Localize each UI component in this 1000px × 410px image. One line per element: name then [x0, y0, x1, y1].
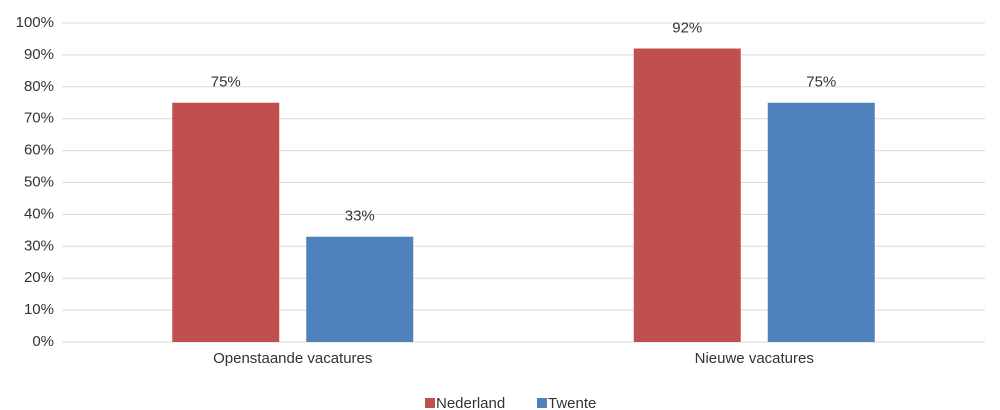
y-tick-label: 40%	[24, 205, 54, 222]
x-tick-label: Nieuwe vacatures	[695, 350, 814, 367]
data-label: 33%	[345, 208, 375, 225]
bar	[306, 236, 414, 342]
legend-swatch	[425, 398, 435, 408]
y-tick-label: 100%	[16, 14, 54, 31]
bar	[767, 102, 875, 342]
y-tick-label: 30%	[24, 237, 54, 254]
y-tick-label: 60%	[24, 142, 54, 159]
bar	[633, 48, 741, 343]
data-label: 75%	[211, 74, 241, 91]
y-tick-label: 50%	[24, 173, 54, 190]
legend-label: Nederland	[436, 395, 505, 410]
data-label: 92%	[672, 19, 702, 36]
y-tick-label: 0%	[32, 333, 54, 350]
y-tick-label: 90%	[24, 46, 54, 63]
x-tick-label: Openstaande vacatures	[213, 350, 372, 367]
legend-swatch	[537, 398, 547, 408]
y-tick-label: 80%	[24, 78, 54, 95]
y-tick-label: 70%	[24, 110, 54, 127]
data-label: 75%	[806, 74, 836, 91]
legend-label: Twente	[548, 395, 596, 410]
bar	[172, 102, 280, 342]
y-tick-label: 20%	[24, 269, 54, 286]
y-tick-label: 10%	[24, 301, 54, 318]
